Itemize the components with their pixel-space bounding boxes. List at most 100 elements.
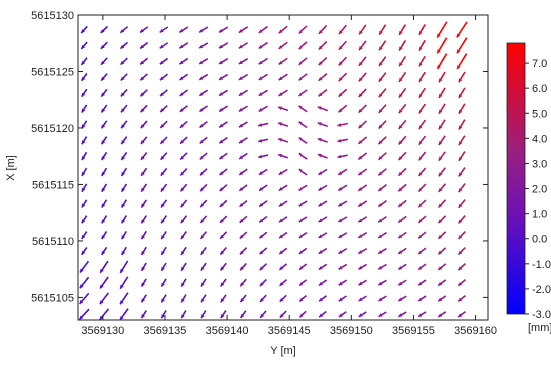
vector-arrow — [378, 311, 387, 318]
vector-arrow — [278, 41, 288, 50]
arrow-head — [160, 187, 165, 192]
vector-arrow — [338, 232, 348, 239]
arrow-head — [358, 202, 363, 207]
arrow-head — [120, 92, 125, 97]
vector-arrow — [100, 246, 108, 256]
arrow-head — [160, 124, 165, 128]
vector-arrow — [159, 104, 168, 113]
arrow-head — [219, 187, 224, 191]
vector-arrow — [160, 152, 168, 161]
arrow-head — [121, 124, 125, 129]
vector-arrow — [199, 215, 208, 224]
arrow-head — [220, 234, 224, 239]
arrow-head — [81, 124, 86, 129]
arrow-head — [419, 93, 423, 98]
vector-arrow — [79, 276, 90, 289]
vector-arrow — [258, 57, 268, 65]
arrow-head — [318, 29, 323, 34]
vector-arrow — [377, 231, 387, 239]
vector-arrow — [338, 56, 348, 66]
vector-arrow — [140, 215, 147, 224]
arrow-head — [179, 60, 184, 65]
arrow-head — [338, 313, 343, 317]
arrow-head — [239, 187, 244, 191]
vector-arrow — [398, 103, 407, 114]
arrow-head — [418, 313, 423, 317]
vector-arrow — [258, 215, 268, 224]
vector-arrow — [397, 231, 407, 239]
arrow-head — [358, 297, 363, 301]
arrow-head — [437, 49, 441, 54]
vector-arrow — [258, 168, 268, 176]
arrow-head — [180, 235, 185, 240]
arrow-head — [318, 265, 323, 270]
arrow-head — [418, 234, 423, 239]
arrow-head — [200, 266, 205, 271]
arrow-head — [438, 219, 443, 224]
vector-arrow — [278, 247, 288, 255]
arrow-head — [140, 108, 145, 113]
vector-arrow — [218, 26, 229, 34]
vector-arrow — [100, 88, 108, 98]
vector-arrow — [358, 24, 367, 35]
arrow-head — [419, 78, 423, 83]
arrow-head — [418, 266, 423, 270]
vector-arrow — [279, 310, 287, 319]
arrow-head — [318, 186, 323, 191]
vector-arrow — [318, 310, 327, 318]
y-tick-label: 5615120 — [31, 123, 74, 135]
vector-arrow — [418, 103, 427, 114]
vector-arrow — [397, 167, 407, 177]
vector-arrow — [338, 40, 347, 51]
arrow-head — [378, 77, 383, 82]
vector-arrow — [239, 215, 248, 224]
vector-arrow — [120, 246, 128, 256]
arrow-head — [180, 203, 185, 208]
vector-arrow — [80, 246, 88, 256]
vector-arrow — [180, 231, 187, 240]
arrow-head — [259, 250, 264, 255]
vector-arrow — [239, 294, 247, 303]
vector-arrow — [338, 104, 348, 113]
vector-arrow — [140, 278, 147, 288]
vector-arrow — [417, 247, 427, 255]
vector-arrow — [277, 122, 289, 127]
vector-arrow — [298, 57, 308, 66]
vector-arrow — [259, 247, 268, 255]
vector-arrow — [180, 262, 187, 272]
arrow-head — [181, 298, 185, 303]
vector-arrow — [159, 136, 168, 145]
vector-arrow — [377, 184, 387, 192]
arrow-head — [121, 219, 126, 224]
vector-arrow — [140, 230, 147, 240]
arrow-head — [180, 139, 184, 144]
vector-arrow — [101, 183, 108, 193]
y-tick-label: 5615130 — [31, 10, 74, 22]
arrow-head — [239, 139, 244, 144]
vector-arrow — [100, 41, 108, 50]
colorbar-tick-label: 3.0 — [532, 158, 547, 170]
vector-arrow — [457, 231, 466, 240]
arrow-head — [238, 44, 243, 49]
vector-arrow — [218, 73, 229, 81]
arrow-head — [338, 92, 343, 97]
vector-arrow — [120, 151, 128, 161]
vector-arrow — [298, 294, 307, 303]
vector-arrow — [418, 39, 426, 52]
vector-arrow — [318, 184, 328, 192]
vector-arrow — [100, 120, 108, 129]
arrow-head — [161, 235, 165, 240]
arrow-head — [180, 155, 185, 160]
vector-arrow — [239, 262, 247, 271]
arrow-head — [418, 109, 423, 114]
arrow-head — [458, 266, 463, 271]
arrow-head — [439, 78, 443, 83]
arrow-head — [81, 156, 86, 161]
vector-arrow — [218, 105, 229, 113]
vector-arrow — [80, 25, 88, 34]
vector-arrow — [417, 231, 427, 240]
arrow-head — [319, 297, 324, 302]
arrow-head — [220, 266, 225, 271]
arrow-head — [338, 77, 343, 82]
vector-arrow — [178, 26, 189, 33]
